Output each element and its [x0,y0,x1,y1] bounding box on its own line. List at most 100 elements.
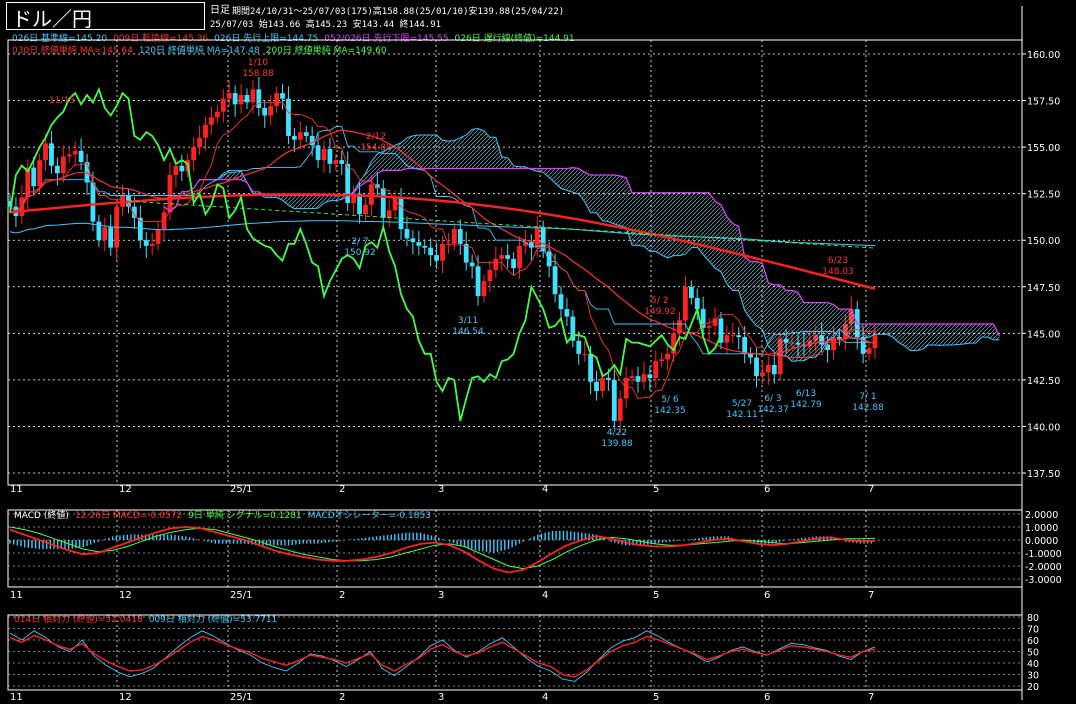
candle-body [49,143,54,166]
legend-entry: 009日 転換線=145.36 [113,34,209,44]
candle-body [25,167,31,198]
range-line: 期間24/10/31〜25/07/03(175)高158.88(25/01/10… [232,7,565,17]
x-tick-label: 6 [764,692,770,703]
y-tick-label: -1.0000 [1025,549,1062,560]
y-tick-label: 140.00 [1027,422,1060,433]
legend-entry: 009日 相対力 (終値)=53.7711 [148,615,278,625]
candle-body [315,145,321,161]
y-tick-label: 60 [1027,636,1039,647]
kijun-line [9,126,875,355]
instrument-title: ドル／円 [12,7,92,31]
y-tick-label: 20 [1027,682,1039,693]
candle-body [576,340,582,354]
candle-body [493,258,499,271]
candle-body [825,344,831,351]
annotation-value: 142.37 [757,405,789,415]
x-tick-label: 25/1 [230,590,252,601]
candle-body [220,98,226,112]
legend-entry: MACD (終値) [14,511,69,521]
candle-body [291,135,297,140]
legend-entry: 12-26日 MACD=-0.0572 [74,511,183,521]
x-tick-label: 6 [764,484,770,495]
candle-body [203,124,208,138]
candle-body [623,378,629,399]
annotation-value: 142.88 [852,403,884,413]
candle-body [380,188,386,218]
candle-body [451,229,457,244]
candle-body [268,106,274,116]
candle-body [635,376,641,382]
candle-body [523,242,528,246]
candle-body [659,359,665,362]
candle-body [748,353,753,358]
annotation-date: 4/22 [607,428,627,438]
rsi9-line [9,630,876,682]
candle-body [457,229,463,244]
candle-body [404,229,410,239]
macd-legend: MACD (終値) 12-26日 MACD=-0.0572 9日 単純 シグナル=0… [14,508,437,521]
candle-body [416,242,422,246]
tenkan-line [9,101,875,399]
annotation-value: 154.80 [360,143,392,153]
x-tick-label: 7 [868,590,874,601]
annotation-date: 2/12 [366,132,386,142]
candle-body [511,258,516,269]
candle-body [517,245,522,269]
candle-body [528,242,534,248]
candle-body [132,206,137,218]
panel-border [7,509,1023,588]
candle-body [558,294,564,310]
y-tick-label: 80 [1027,613,1039,624]
candle-body [641,374,647,382]
candle-body [238,94,244,105]
candle-body [600,378,605,392]
panel-border [7,614,1023,691]
y-tick-label: 157.50 [1027,97,1060,108]
y-tick-label: 40 [1027,659,1039,670]
candle-body [505,255,511,259]
x-tick-label: 4 [542,692,548,703]
candle-body [167,175,173,213]
annotation-date: 11/15 [49,96,75,106]
candle-body [754,357,759,377]
ma200-line [128,200,876,249]
macd-line [9,526,876,574]
candle-body [286,98,291,136]
candle-body [256,89,262,109]
x-tick-label: 11 [10,590,23,601]
candle-body [369,184,374,205]
signal-line [9,526,876,570]
annotation-date: 7/ 1 [859,392,876,402]
legend-entry: 014日 相対力 (終値)=52.0418 [14,615,143,625]
candle-body [665,353,671,360]
y-tick-label: 30 [1027,671,1039,682]
candle-body [351,193,357,203]
y-tick-label: -3.0000 [1025,575,1062,586]
candle-body [724,335,730,343]
annotation-value: 146.54 [452,327,484,337]
candle-body [214,111,220,118]
ma120-line [9,220,876,247]
candle-body [90,182,96,222]
x-tick-label: 4 [542,484,548,495]
candle-body [712,318,718,326]
candle-body [677,320,682,334]
candle-body [60,156,66,174]
ma-long-line [9,193,876,290]
candle-body [629,376,635,379]
candle-body [481,281,487,297]
candle-body [706,325,712,328]
candle-body [410,238,416,243]
x-tick-label: 3 [438,692,444,703]
x-tick-label: 6 [764,590,770,601]
candle-body [718,318,724,343]
annotation-date: 6/13 [796,389,816,399]
x-tick-label: 25/1 [230,484,252,495]
candle-body [605,378,611,380]
candle-body [428,247,434,256]
candle-body [321,148,327,161]
candle-body [262,108,268,116]
y-tick-label: 150.00 [1027,236,1060,247]
rsi14-line [9,634,876,678]
candle-body [72,150,78,155]
